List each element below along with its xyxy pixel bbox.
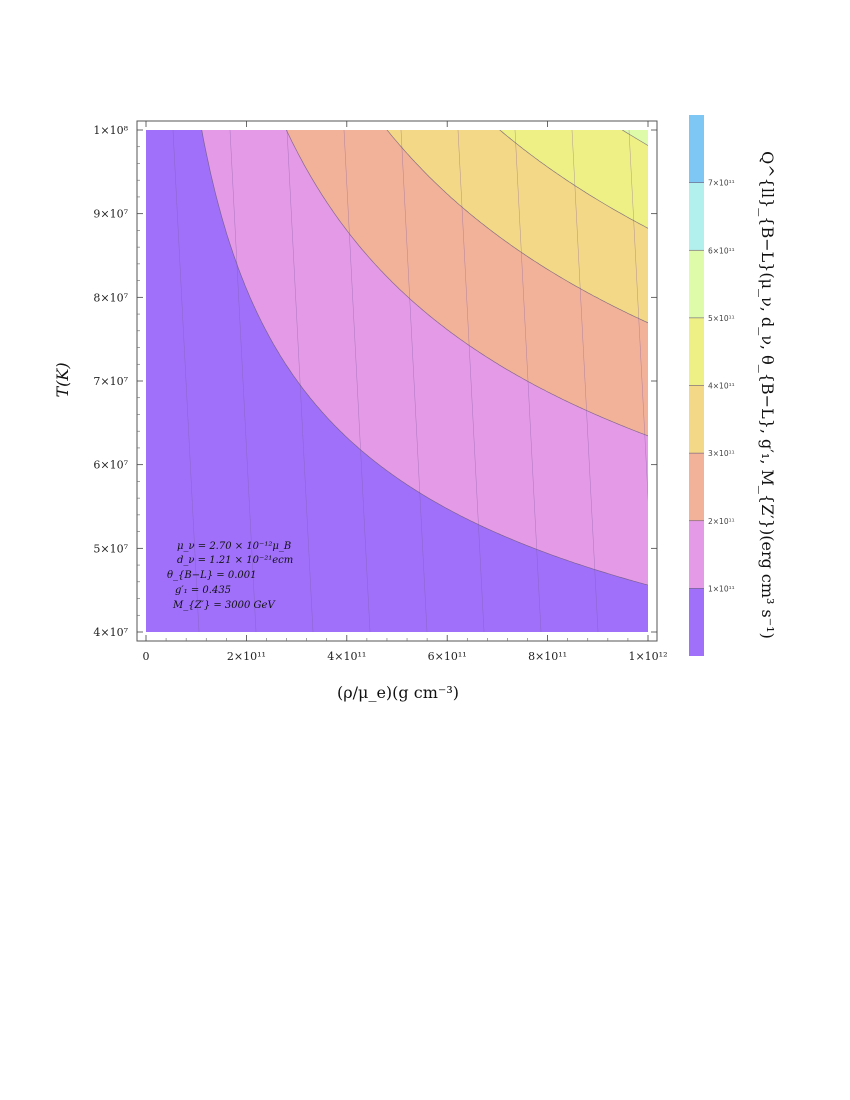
- x-tick-label: 2×10¹¹: [227, 650, 266, 663]
- colorbar-label: Q^{ll}_{B−L}(μ_ν, d_ν, θ_{B−L}, g′₁, M_{…: [758, 151, 777, 639]
- mesh-line: [229, 130, 257, 632]
- y-tick-label: 5×10⁷: [93, 542, 128, 555]
- mesh-line: [628, 130, 648, 502]
- x-tick-label: 8×10¹¹: [528, 650, 567, 663]
- contour-band-5: [622, 130, 648, 146]
- x-axis-label: (ρ/μ_e)(g cm⁻³): [337, 683, 459, 702]
- contour-line-1: [201, 130, 648, 586]
- mesh-line: [400, 130, 428, 632]
- annotation-mz: M_{Z′} = 3000 GeV: [172, 600, 276, 611]
- x-tick-label: 0: [143, 650, 150, 663]
- contour-band-7: [147, 0, 659, 110]
- mesh-line: [286, 130, 314, 632]
- colorbar-tick-label: 5×10¹¹: [708, 314, 735, 323]
- colorbar-tick-label: 3×10¹¹: [708, 449, 735, 458]
- colorbar-segment: [689, 520, 704, 589]
- colorbar-segment: [689, 453, 704, 521]
- y-tick-label: 8×10⁷: [93, 291, 128, 304]
- colorbar-tick-label: 6×10¹¹: [708, 246, 735, 255]
- contour-line-5: [621, 130, 648, 146]
- contour-line-2: [285, 130, 648, 437]
- x-tick-label: 4×10¹¹: [327, 650, 366, 663]
- x-axis: 0 2×10¹¹ 4×10¹¹ 6×10¹¹ 8×10¹¹ 1×10¹²: [143, 121, 668, 663]
- contour-line-3: [386, 130, 648, 324]
- mesh-line: [343, 130, 371, 632]
- contour-line-4: [499, 130, 648, 229]
- x-tick-label: 1×10¹²: [628, 650, 667, 663]
- y-axis-label: T(K): [53, 362, 72, 397]
- colorbar-tick-label: 1×10¹¹: [708, 584, 735, 593]
- contour-band-4: [499, 130, 648, 229]
- annotation-mu-nu: μ_ν = 2.70 × 10⁻¹²μ_B: [177, 541, 291, 552]
- colorbar-segment: [689, 250, 704, 318]
- contour-line-6: [147, 0, 649, 71]
- colorbar-segment: [689, 182, 704, 251]
- y-tick-label: 1×10⁸: [93, 124, 128, 137]
- annotation-d-nu: d_ν = 1.21 × 10⁻²¹ecm: [177, 555, 293, 566]
- x-tick-label: 6×10¹¹: [428, 650, 467, 663]
- mesh-line: [172, 130, 200, 632]
- contour-fill-layer: [146, 0, 659, 632]
- y-axis: 4×10⁷ 5×10⁷ 6×10⁷ 7×10⁷ 8×10⁷ 9×10⁷ 1×10⁸: [93, 124, 657, 639]
- parameter-annotations: μ_ν = 2.70 × 10⁻¹²μ_B d_ν = 1.21 × 10⁻²¹…: [167, 541, 293, 611]
- colorbar-segment: [689, 115, 704, 183]
- mesh-line: [514, 130, 542, 632]
- contour-line-layer: [147, 0, 649, 586]
- y-tick-label: 9×10⁷: [93, 208, 128, 221]
- y-tick-label: 6×10⁷: [93, 459, 128, 472]
- colorbar-tick-label: 2×10¹¹: [708, 517, 735, 526]
- colorbar-tick-label: 7×10¹¹: [708, 179, 735, 188]
- y-tick-label: 4×10⁷: [93, 626, 128, 639]
- mesh-line: [571, 130, 599, 632]
- mesh-line: [457, 130, 485, 632]
- colorbar-tick-label: 4×10¹¹: [708, 382, 735, 391]
- mesh-line-layer: [172, 130, 648, 632]
- colorbar-segment: [689, 588, 704, 656]
- y-tick-label: 7×10⁷: [93, 375, 128, 388]
- annotation-theta: θ_{B−L} = 0.001: [167, 570, 256, 581]
- contour-band-6: [147, 0, 659, 110]
- contour-line-7: [147, 0, 649, 3]
- colorbar: 1×10¹¹ 2×10¹¹ 3×10¹¹ 4×10¹¹ 5×10¹¹ 6×10¹¹ 7×10…: [689, 115, 735, 656]
- annotation-g1: g′₁ = 0.435: [175, 585, 231, 596]
- colorbar-segment: [689, 317, 704, 386]
- colorbar-segment: [689, 385, 704, 454]
